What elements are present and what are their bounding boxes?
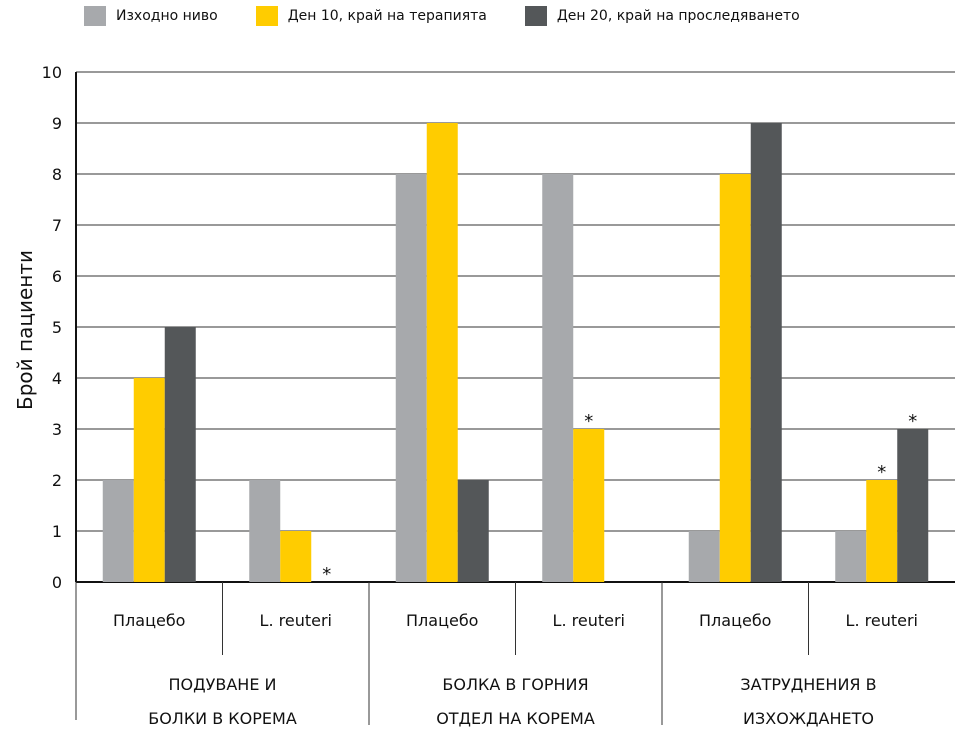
group-label-2-line-1: ИЗХОЖДАНЕТО (743, 709, 874, 728)
group-label-1-line-1: ОТДЕЛ НА КОРЕМА (436, 709, 595, 728)
bar-4-2 (750, 123, 782, 582)
category-label-2: Плацебо (406, 611, 478, 630)
bar-3-1 (573, 429, 605, 582)
bar-3-0 (542, 174, 574, 582)
y-axis-label: Брой пациенти (13, 250, 37, 410)
significance-mark-0: * (322, 564, 331, 585)
category-label-1: L. reuteri (260, 611, 332, 630)
bar-5-1 (866, 480, 898, 582)
legend-swatch-baseline (84, 6, 106, 26)
bar-0-1 (133, 378, 165, 582)
y-tick-label-7: 7 (52, 216, 62, 235)
bar-2-2 (457, 480, 489, 582)
y-tick-label-2: 2 (52, 471, 62, 490)
y-tick-label-1: 1 (52, 522, 62, 541)
bar-5-2 (897, 429, 929, 582)
significance-mark-2: * (877, 462, 886, 483)
bar-1-0 (249, 480, 281, 582)
bar-5-0 (835, 531, 867, 582)
bar-0-0 (102, 480, 134, 582)
legend-item-baseline: Изходно ниво (84, 6, 218, 26)
significance-mark-3: * (908, 411, 917, 432)
y-tick-label-6: 6 (52, 267, 62, 286)
bar-2-0 (395, 174, 427, 582)
legend: Изходно ниво Ден 10, край на терапията Д… (84, 2, 838, 30)
y-tick-label-5: 5 (52, 318, 62, 337)
y-tick-label-10: 10 (42, 63, 62, 82)
category-label-5: L. reuteri (846, 611, 918, 630)
significance-mark-1: * (584, 411, 593, 432)
legend-swatch-day20 (524, 6, 547, 26)
category-label-0: Плацебо (113, 611, 185, 630)
bar-1-1 (280, 531, 312, 582)
group-label-1-line-0: БОЛКА В ГОРНИЯ (442, 675, 588, 694)
y-tick-label-8: 8 (52, 165, 62, 184)
y-tick-label-4: 4 (52, 369, 62, 388)
legend-swatch-day10 (255, 6, 278, 26)
legend-item-day10: Ден 10, край на терапията (255, 6, 487, 26)
bar-0-2 (164, 327, 196, 582)
legend-label-day20: Ден 20, край на проследяването (556, 8, 800, 24)
group-label-0-line-1: БОЛКИ В КОРЕМА (148, 709, 297, 728)
group-label-0-line-0: ПОДУВАНЕ И (169, 675, 277, 694)
category-label-4: Плацебо (699, 611, 771, 630)
category-label-3: L. reuteri (553, 611, 625, 630)
bar-4-1 (719, 174, 751, 582)
legend-item-day20: Ден 20, край на проследяването (524, 6, 800, 26)
y-tick-label-9: 9 (52, 114, 62, 133)
bar-2-1 (426, 123, 458, 582)
bar-4-0 (688, 531, 720, 582)
y-tick-label-3: 3 (52, 420, 62, 439)
legend-label-baseline: Изходно ниво (116, 8, 218, 24)
y-tick-label-0: 0 (52, 573, 62, 592)
group-label-2-line-0: ЗАТРУДНЕНИЯ В (740, 675, 876, 694)
legend-label-day10: Ден 10, край на терапията (287, 8, 487, 24)
